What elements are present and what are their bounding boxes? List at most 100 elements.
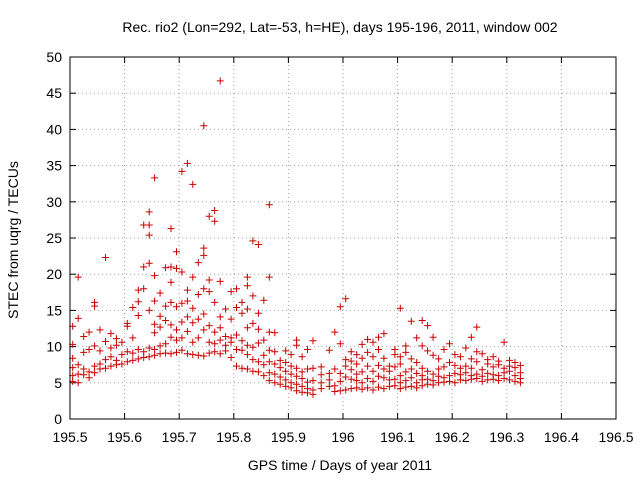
data-point (151, 272, 159, 280)
data-point (380, 385, 388, 393)
data-point (129, 304, 137, 311)
data-point (435, 355, 443, 363)
data-point (440, 374, 448, 382)
data-point (216, 336, 224, 344)
data-point (85, 346, 93, 353)
data-point (429, 377, 437, 385)
data-point (254, 358, 262, 366)
data-point (254, 325, 262, 333)
data-point (134, 346, 142, 353)
data-point (156, 312, 164, 320)
data-point (200, 285, 208, 293)
data-point (396, 379, 404, 387)
data-point (402, 368, 410, 376)
data-point (102, 356, 109, 364)
data-point (200, 244, 208, 252)
data-point (402, 348, 410, 356)
data-point (194, 315, 202, 323)
data-point (467, 372, 475, 380)
data-point (462, 362, 470, 370)
data-point (364, 348, 372, 356)
data-point (380, 374, 388, 382)
data-point (118, 360, 126, 368)
data-point (254, 339, 262, 347)
data-point (325, 346, 333, 354)
data-point (429, 351, 437, 359)
data-point (325, 376, 333, 384)
data-point (309, 377, 317, 385)
data-point (205, 212, 213, 220)
data-point (489, 371, 497, 379)
data-point (342, 295, 350, 303)
plot-frame (69, 56, 617, 420)
data-point (407, 317, 415, 325)
data-point (473, 358, 481, 366)
data-point (200, 310, 208, 318)
data-point (473, 348, 481, 356)
data-point (271, 370, 279, 378)
data-point (375, 346, 382, 353)
data-point (369, 386, 377, 394)
data-point (440, 363, 448, 371)
data-point (407, 382, 415, 390)
data-point (249, 343, 257, 351)
data-point (260, 351, 268, 359)
data-point (233, 331, 240, 339)
data-point (435, 372, 443, 380)
data-point (238, 309, 246, 317)
data-point (467, 364, 475, 372)
data-point (211, 348, 219, 356)
data-point (151, 174, 159, 182)
data-point (506, 356, 513, 364)
x-axis-label: GPS time / Days of year 2011 (248, 457, 432, 473)
data-point (227, 334, 235, 342)
data-point (413, 359, 421, 366)
data-point (107, 362, 115, 370)
data-point (162, 264, 170, 272)
data-point (391, 382, 399, 390)
data-point (342, 356, 350, 364)
data-point (265, 358, 273, 366)
data-point (407, 365, 415, 373)
data-point (317, 371, 325, 379)
data-point (391, 346, 399, 353)
data-point (424, 375, 432, 383)
data-point (424, 347, 432, 355)
grid-lines (70, 57, 616, 419)
data-point (446, 372, 453, 380)
data-point (85, 368, 93, 376)
data-point (173, 264, 180, 272)
data-point (304, 378, 311, 386)
data-point (112, 341, 120, 349)
data-point (385, 376, 393, 384)
data-point (495, 372, 503, 380)
data-point (287, 370, 295, 378)
axis-ticks (69, 56, 617, 420)
data-point (162, 349, 170, 357)
data-point (173, 336, 180, 344)
data-point (309, 364, 317, 372)
data-point (254, 241, 262, 248)
data-point (233, 285, 240, 293)
data-point (402, 342, 410, 350)
data-point (233, 304, 240, 311)
data-point (80, 348, 88, 356)
data-point (353, 377, 361, 385)
data-point (151, 346, 159, 353)
data-point (178, 299, 186, 307)
data-point (391, 375, 399, 383)
data-point (156, 350, 164, 358)
data-point (413, 379, 421, 387)
data-point (74, 379, 82, 387)
x-tick-label: 196.1 (380, 429, 415, 445)
data-point (222, 333, 230, 340)
data-point (80, 365, 88, 373)
data-point (145, 344, 153, 352)
data-point (145, 208, 153, 216)
data-point (451, 379, 459, 387)
data-point (145, 306, 153, 314)
x-tick-label: 196 (331, 429, 355, 445)
data-point (102, 338, 109, 345)
data-point (276, 356, 284, 364)
